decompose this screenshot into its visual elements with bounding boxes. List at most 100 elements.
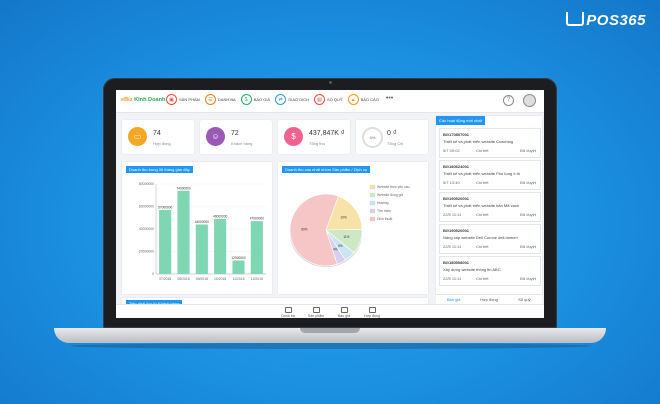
tab-contracts[interactable]: Hợp đồng: [480, 297, 498, 302]
bottom-nav-contacts[interactable]: Danh bạ: [274, 307, 302, 318]
activity-detail-link[interactable]: Chi tiết: [476, 180, 489, 185]
pie-slice[interactable]: [289, 193, 339, 267]
activity-status: Đã duyệt: [520, 244, 537, 249]
bar-value-label: 74000000: [176, 186, 190, 190]
cashbook-icon: ▤: [314, 94, 326, 105]
legend-swatch: [369, 184, 376, 190]
activity-date: 5/7 13:40: [443, 180, 460, 185]
bar-value-label: 49000000: [213, 214, 227, 218]
bar-value-label: 57000000: [158, 205, 172, 209]
activity-item[interactable]: BG180508001 Xây dựng website thông tin A…: [439, 256, 541, 286]
report-icon: ▲: [347, 94, 359, 105]
bottom-nav: Danh bạ Sản phẩm Báo giá Hợp đồng: [116, 304, 544, 318]
bottom-nav-label: Sản phẩm: [307, 314, 325, 318]
activity-item[interactable]: BG180624001 Thiết kế và phát triển websi…: [439, 160, 541, 190]
legend-label: Hosting: [377, 201, 389, 205]
activity-item[interactable]: BG170807001 Thiết kế và phát triển websi…: [439, 128, 541, 158]
menu-item-products[interactable]: ▣ SẢN PHẨM: [166, 94, 200, 105]
stat-card-customers[interactable]: ☺ 72 Khách hàng: [200, 120, 272, 154]
activity-detail-link[interactable]: Chi tiết: [476, 244, 489, 249]
pie-slice-label: 4%: [333, 248, 338, 252]
app-logo[interactable]: eBiz Kinh Doanh: [121, 97, 165, 103]
revenue-bar-chart: 80000000 60000000 40000000 20000000 0 5700000…: [139, 182, 266, 281]
activity-status: Đã duyệt: [520, 276, 537, 281]
menu-label: SẢN PHẨM: [179, 97, 200, 102]
menu-label: BÁO GIÁ: [253, 97, 271, 102]
tab-cashbook[interactable]: Sổ quỹ: [518, 297, 531, 302]
activity-date: 22/5 11:11: [443, 244, 462, 249]
pie-slice[interactable]: [325, 195, 363, 231]
bottom-nav-contracts[interactable]: Hợp đồng: [358, 307, 386, 318]
activity-date: 5/7 09:02: [443, 148, 460, 153]
revenue-bar[interactable]: [214, 218, 227, 274]
users-icon: ☺: [206, 127, 225, 146]
help-button[interactable]: ?: [503, 95, 514, 106]
menu-item-reports[interactable]: ▲ BÁO CÁO: [347, 94, 379, 105]
menu-item-transactions[interactable]: ⇄ GIAO DỊCH: [275, 94, 309, 105]
legend-swatch: [369, 192, 376, 198]
x-tick-label: 11/2018: [232, 277, 244, 281]
activity-item[interactable]: BG190520001 Thiết kế và phát triển websi…: [439, 192, 541, 222]
brand-logo: POS365: [566, 12, 646, 29]
activity-status: Đã duyệt: [520, 180, 537, 185]
activity-panel: Các hoạt động mới nhất BG170807001 Thiết…: [436, 116, 542, 294]
revenue-bar[interactable]: [177, 190, 190, 274]
activity-detail-link[interactable]: Chi tiết: [476, 148, 489, 153]
revenue-bar[interactable]: [159, 209, 172, 274]
app-screen: eBiz Kinh Doanh ▣ SẢN PHẨM ☰ DANH BẠ $ BÁO …: [116, 90, 544, 318]
activity-desc: Xây dựng website thông tin ABC: [443, 267, 501, 272]
legend-label: Website đóng gói: [377, 193, 403, 197]
menu-item-contacts[interactable]: ☰ DANH BẠ: [204, 94, 236, 105]
stat-card-income[interactable]: $ 437,847K ₫ Tổng thu: [278, 120, 350, 154]
menu-item-cashbook[interactable]: ▤ SỔ QUỸ: [314, 94, 343, 105]
stat-value: 72: [231, 130, 239, 137]
y-tick-label: 0: [152, 272, 154, 276]
logo-prefix: eBiz: [121, 97, 133, 103]
bottom-nav-label: Báo giá: [337, 314, 351, 318]
bottom-nav-products[interactable]: Sản phẩm: [302, 307, 330, 318]
revenue-panel: Doanh thu trong 06 tháng gần đây 8000000…: [122, 162, 272, 294]
activity-code: BG190520001: [443, 196, 470, 201]
laptop-shadow: [70, 343, 590, 349]
bar-value-label: 12000000: [231, 256, 245, 260]
legend-label: Dịch thuật: [377, 217, 392, 221]
more-menu-button[interactable]: •••: [385, 95, 394, 102]
stat-value: 74: [153, 130, 161, 137]
pie-slice-label: 19%: [340, 215, 347, 219]
activity-code: BG180624001: [443, 164, 470, 169]
legend-swatch: [369, 216, 376, 222]
menu-item-quotes[interactable]: $ BÁO GIÁ: [240, 94, 271, 105]
revenue-bar[interactable]: [232, 260, 245, 275]
box-icon: [312, 307, 320, 313]
y-tick-label: 20000000: [139, 250, 154, 254]
user-avatar[interactable]: [523, 94, 536, 107]
pie-slice-label: 60%: [301, 228, 308, 232]
contacts-icon: ☰: [204, 94, 216, 105]
x-tick-label: 10/2018: [214, 277, 226, 281]
activity-detail-link[interactable]: Chi tiết: [476, 212, 489, 217]
menu-label: SỔ QUỸ: [327, 97, 343, 102]
activity-detail-link[interactable]: Chi tiết: [476, 276, 489, 281]
pie-slice-label: 11%: [343, 235, 349, 239]
main-menu: ▣ SẢN PHẨM ☰ DANH BẠ $ BÁO GIÁ ⇄ GIAO DỊCH ▤…: [166, 94, 393, 105]
bottom-nav-label: Danh bạ: [281, 314, 295, 318]
stat-value: 0 ₫: [387, 130, 397, 137]
legend-label: Website theo yêu cầu: [377, 185, 410, 189]
stat-label: Hợp đồng: [153, 141, 171, 146]
activity-code: BG190520001: [443, 228, 470, 233]
stat-label: Tổng Chi: [387, 141, 404, 146]
activity-desc: Thiết kế và phát triển website Coaching: [443, 139, 514, 144]
bottom-nav-label: Hợp đồng: [364, 314, 380, 318]
stat-value: 437,847K ₫: [309, 130, 345, 137]
y-tick-label: 80000000: [139, 182, 154, 186]
bottom-nav-quotes[interactable]: Báo giá: [330, 307, 358, 318]
activity-item[interactable]: BG190520001 Nâng cấp website Dell Curone…: [439, 224, 541, 254]
revenue-bar[interactable]: [195, 224, 208, 275]
activity-title: Các hoạt động mới nhất: [436, 116, 485, 125]
stat-card-contracts[interactable]: ▭ 74 Hợp đồng: [122, 120, 194, 154]
stat-card-expense[interactable]: 0% 0 ₫ Tổng Chi: [356, 120, 428, 154]
revenue-bar[interactable]: [250, 221, 263, 274]
stat-label: Khách hàng: [231, 141, 253, 146]
x-tick-label: 09/2018: [196, 277, 208, 281]
menu-label: GIAO DỊCH: [288, 97, 310, 102]
